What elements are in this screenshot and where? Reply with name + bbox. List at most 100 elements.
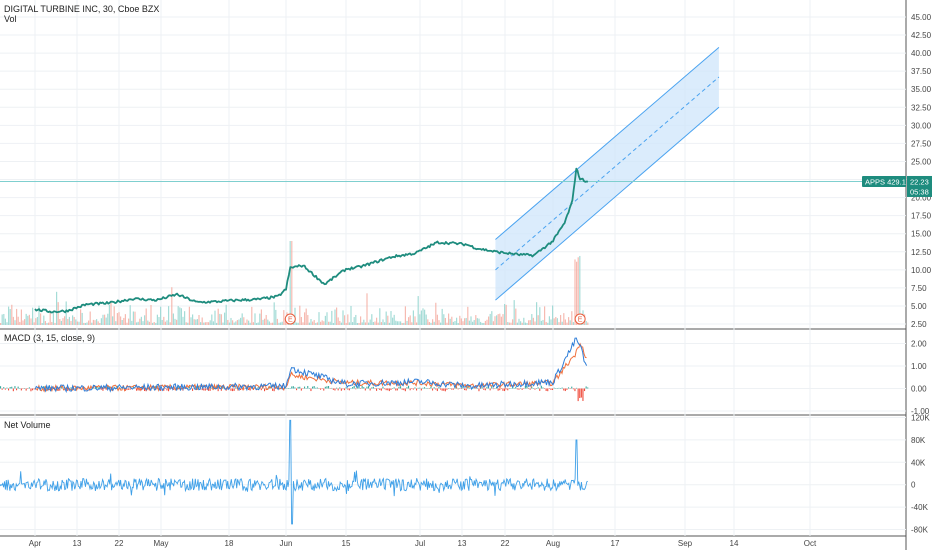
macd-histogram-bar [156, 388, 158, 389]
macd-histogram-bar [398, 386, 400, 389]
volume-bar [492, 321, 494, 325]
macd-histogram-bar [448, 388, 450, 389]
macd-histogram-bar [537, 387, 539, 389]
volume-bar [38, 305, 40, 325]
volume-bar [52, 311, 54, 325]
volume-bar [174, 318, 176, 325]
volume-bar [1, 314, 3, 325]
volume-bar [257, 322, 259, 325]
volume-bar [108, 304, 110, 325]
macd-histogram-bar [449, 388, 451, 389]
volume-bar [548, 316, 550, 325]
volume-bar [374, 321, 376, 325]
volume-bar [233, 322, 235, 325]
volume-bar [456, 317, 458, 325]
volume-bar [409, 315, 411, 325]
macd-histogram-bar [289, 388, 291, 389]
volume-bar [587, 322, 589, 325]
volume-bar [25, 313, 27, 325]
macd-histogram-bar [473, 388, 475, 389]
volume-bar [272, 322, 274, 325]
macd-histogram-bar [404, 388, 406, 392]
volume-bar [526, 322, 528, 325]
macd-histogram-bar [374, 388, 376, 389]
volume-bar [46, 322, 48, 325]
macd-histogram-bar [456, 386, 458, 389]
macd-histogram-bar [60, 386, 62, 389]
volume-bar [188, 306, 190, 325]
symbol-change-badge [862, 175, 906, 187]
volume-bar [507, 322, 509, 325]
volume-bar [142, 321, 144, 325]
volume-bar [260, 309, 262, 325]
macd-title: MACD (3, 15, close, 9) [4, 333, 96, 343]
macd-histogram-bar [475, 388, 477, 389]
volume-bar [331, 310, 333, 325]
volume-bar [310, 319, 312, 325]
volume-label: Vol [4, 14, 17, 24]
macd-histogram-bar [166, 388, 168, 391]
volume-bar [180, 308, 182, 325]
price-axis-label: 25.00 [911, 157, 932, 166]
macd-histogram-bar [334, 388, 336, 391]
macd-histogram-bar [323, 388, 325, 391]
volume-bar [555, 316, 557, 325]
volume-bar [305, 308, 307, 325]
macd-histogram-bar [516, 388, 518, 390]
macd-axis-label: 1.00 [911, 362, 927, 371]
volume-bar [345, 322, 347, 325]
macd-histogram-bar [268, 386, 270, 389]
volume-bar [172, 313, 174, 325]
macd-histogram-bar [440, 388, 442, 390]
volume-bar [67, 318, 69, 325]
volume-bar [212, 321, 214, 325]
macd-histogram-bar [360, 388, 362, 389]
macd-histogram-bar [353, 385, 355, 389]
volume-bar [451, 316, 453, 325]
volume-bar [14, 320, 16, 325]
volume-bar [316, 322, 318, 325]
net-volume-axis-label: 40K [911, 458, 926, 467]
macd-histogram-bar [140, 388, 142, 391]
volume-bar [11, 304, 13, 325]
macd-histogram-bar [412, 388, 414, 390]
volume-bar [436, 314, 438, 325]
macd-histogram-bar [393, 387, 395, 389]
volume-bar [500, 316, 502, 325]
macd-histogram-bar [342, 388, 344, 390]
price-axis-label: 17.50 [911, 212, 932, 221]
volume-bar [419, 314, 421, 325]
macd-histogram-bar [299, 386, 301, 389]
net-volume-axis-label: -80K [911, 526, 929, 535]
macd-histogram-bar [94, 388, 96, 389]
macd-histogram-bar [492, 388, 494, 390]
last-price-value: 22.23 [910, 177, 929, 186]
volume-bar [78, 321, 80, 325]
volume-bar [342, 310, 344, 325]
macd-histogram-bar [22, 388, 24, 389]
volume-bar [238, 319, 240, 325]
macd-histogram-bar [232, 388, 234, 392]
volume-bar [368, 322, 370, 325]
volume-bar [497, 314, 499, 325]
volume-bar [158, 317, 160, 325]
volume-bar [9, 309, 11, 325]
volume-bar [459, 315, 461, 325]
macd-histogram-bar [329, 388, 331, 389]
volume-bar [569, 320, 571, 325]
macd-histogram-bar [304, 386, 306, 389]
earnings-marker: E [574, 313, 586, 325]
macd-histogram-bar [328, 385, 330, 389]
macd-histogram-bar [337, 388, 339, 391]
volume-bar [246, 319, 248, 325]
volume-bar [457, 322, 459, 325]
volume-bar [41, 322, 43, 325]
macd-histogram-bar [571, 386, 573, 389]
macd-histogram-bar [204, 388, 206, 391]
macd-histogram-bar [321, 388, 323, 389]
macd-histogram-bar [467, 386, 469, 389]
volume-bar [182, 316, 184, 325]
macd-histogram-bar [486, 386, 488, 389]
macd-histogram-bar [275, 388, 277, 389]
